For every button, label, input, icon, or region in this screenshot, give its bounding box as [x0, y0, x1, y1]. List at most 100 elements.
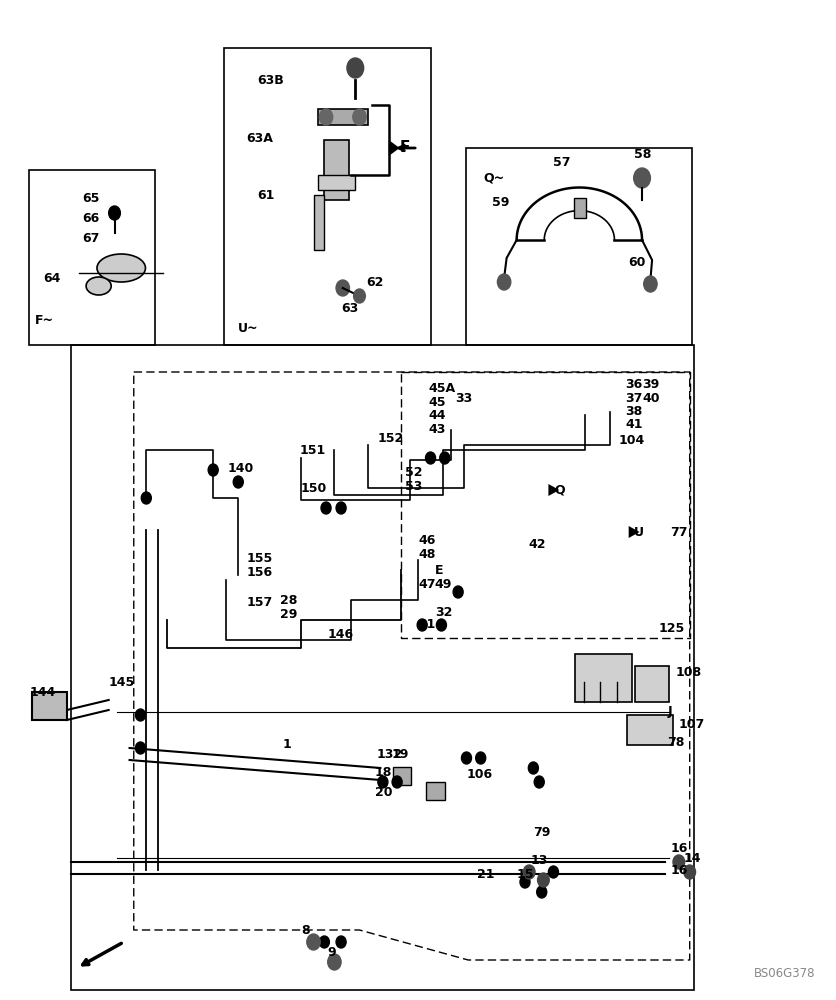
- Text: 21: 21: [477, 868, 494, 882]
- Bar: [318, 109, 368, 125]
- Circle shape: [426, 452, 436, 464]
- Ellipse shape: [97, 254, 145, 282]
- Text: F~: F~: [35, 314, 54, 327]
- Text: J: J: [667, 706, 672, 718]
- Text: 45: 45: [429, 395, 446, 408]
- Text: 62: 62: [366, 275, 384, 288]
- Circle shape: [336, 502, 346, 514]
- Circle shape: [548, 866, 558, 878]
- Text: 32: 32: [435, 605, 452, 618]
- Text: 47: 47: [418, 578, 436, 591]
- Text: 18: 18: [375, 766, 392, 778]
- Text: 108: 108: [675, 666, 701, 679]
- Text: 58: 58: [634, 148, 651, 161]
- Text: 40: 40: [642, 391, 660, 404]
- Text: 104: 104: [619, 434, 645, 446]
- Circle shape: [353, 109, 366, 125]
- Circle shape: [461, 752, 472, 764]
- Text: 43: 43: [429, 423, 446, 436]
- Text: 60: 60: [629, 255, 646, 268]
- Bar: [314, 195, 324, 250]
- Text: 78: 78: [667, 736, 685, 748]
- Text: 33: 33: [456, 391, 473, 404]
- Circle shape: [319, 936, 329, 948]
- Circle shape: [673, 855, 685, 869]
- Text: 15: 15: [517, 868, 534, 882]
- Bar: [29, 170, 155, 345]
- Text: 155: 155: [247, 552, 273, 564]
- Circle shape: [307, 934, 320, 950]
- Bar: [466, 148, 692, 345]
- Circle shape: [109, 206, 120, 220]
- Text: U~: U~: [238, 322, 259, 335]
- Text: 106: 106: [466, 768, 492, 782]
- Circle shape: [336, 280, 349, 296]
- Text: 44: 44: [429, 409, 446, 422]
- Circle shape: [208, 464, 218, 476]
- Circle shape: [233, 476, 243, 488]
- Circle shape: [135, 742, 145, 754]
- Text: 57: 57: [553, 155, 571, 168]
- Circle shape: [520, 876, 530, 888]
- Text: 152: 152: [378, 432, 404, 444]
- Circle shape: [347, 58, 364, 78]
- Circle shape: [534, 776, 544, 788]
- Text: F: F: [400, 140, 410, 155]
- Text: 20: 20: [375, 786, 392, 798]
- Text: 38: 38: [625, 405, 643, 418]
- Text: 146: 146: [328, 629, 354, 642]
- Bar: [71, 345, 694, 990]
- Circle shape: [538, 873, 549, 887]
- Text: 107: 107: [679, 718, 705, 730]
- Circle shape: [453, 586, 463, 598]
- Text: 31: 31: [418, 618, 436, 632]
- Bar: [32, 692, 67, 720]
- Text: U: U: [634, 526, 644, 538]
- Text: Q~: Q~: [483, 171, 504, 184]
- Text: 59: 59: [492, 196, 509, 209]
- Text: 66: 66: [82, 212, 99, 225]
- Text: 63: 63: [341, 302, 359, 314]
- Text: BS06G378: BS06G378: [753, 967, 815, 980]
- Text: 41: 41: [625, 418, 643, 432]
- Circle shape: [476, 752, 486, 764]
- Text: 63A: 63A: [247, 131, 273, 144]
- Circle shape: [354, 289, 365, 303]
- Text: 29: 29: [280, 607, 298, 620]
- Text: 125: 125: [659, 621, 685, 635]
- Text: 151: 151: [299, 444, 325, 456]
- Bar: [575, 654, 632, 702]
- Bar: [318, 175, 355, 190]
- Bar: [324, 140, 349, 200]
- Bar: [426, 782, 445, 800]
- Text: 37: 37: [625, 391, 643, 404]
- Circle shape: [528, 762, 538, 774]
- Circle shape: [378, 776, 388, 788]
- Text: 140: 140: [227, 462, 253, 475]
- Polygon shape: [389, 140, 400, 156]
- Text: 63B: 63B: [257, 74, 284, 87]
- Text: 9: 9: [328, 946, 336, 958]
- Ellipse shape: [86, 277, 111, 295]
- Polygon shape: [548, 484, 559, 496]
- Text: 79: 79: [533, 825, 551, 838]
- Text: 132: 132: [376, 748, 402, 762]
- Text: 42: 42: [528, 538, 546, 552]
- Circle shape: [440, 452, 450, 464]
- Text: 144: 144: [29, 686, 55, 698]
- Bar: [627, 715, 673, 745]
- Text: 64: 64: [43, 271, 61, 284]
- Circle shape: [523, 865, 535, 879]
- Circle shape: [141, 492, 151, 504]
- Circle shape: [336, 936, 346, 948]
- Text: 61: 61: [257, 189, 275, 202]
- Text: 14: 14: [684, 851, 701, 864]
- Text: 67: 67: [82, 232, 99, 244]
- Text: 36: 36: [625, 378, 643, 391]
- Text: 8: 8: [301, 924, 309, 936]
- Circle shape: [497, 274, 511, 290]
- Text: 45A: 45A: [429, 381, 456, 394]
- Text: 53: 53: [405, 480, 422, 492]
- Text: 49: 49: [435, 578, 452, 591]
- Circle shape: [321, 502, 331, 514]
